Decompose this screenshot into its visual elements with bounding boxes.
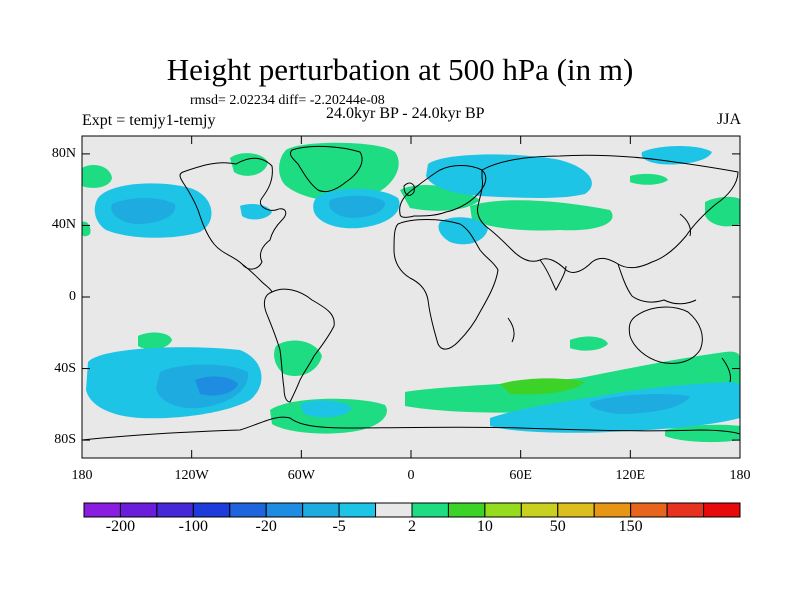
lon-tick-label: 120W	[174, 468, 209, 483]
anomaly-region	[630, 173, 668, 185]
coastline-australia	[628, 306, 703, 364]
anomaly-region	[195, 376, 238, 396]
colorbar-swatch	[302, 502, 340, 518]
colorbar-swatch	[375, 502, 413, 518]
colorbar-swatch	[265, 502, 304, 518]
colorbar-swatch	[484, 502, 522, 518]
colorbar-swatch	[229, 502, 267, 518]
colorbar	[83, 502, 741, 518]
period-label: 24.0kyr BP - 24.0kyr BP	[326, 105, 485, 122]
plot-title: Height perturbation at 500 hPa (in m)	[166, 52, 634, 87]
colorbar-swatch	[83, 502, 121, 518]
lat-tick-label: 80N	[51, 145, 76, 161]
season-label: JJA	[716, 111, 741, 128]
coastlines	[82, 145, 740, 441]
colorbar-swatch	[411, 502, 449, 518]
anomaly-region	[138, 332, 172, 350]
colorbar-label: -200	[105, 518, 136, 535]
lat-tick-label: 40S	[54, 360, 76, 376]
anomaly-region	[500, 378, 585, 395]
anomaly-region	[705, 196, 740, 227]
lat-tick-label: 80S	[54, 432, 76, 448]
lon-tick-label: 180	[71, 468, 93, 483]
lon-tick-label: 180	[729, 468, 751, 483]
anomaly-region	[111, 198, 176, 224]
colorbar-label: -20	[255, 518, 277, 535]
lon-tick-label: 60W	[287, 468, 315, 483]
colorbar-label: -100	[178, 518, 208, 535]
negative-anomaly-regions	[86, 146, 740, 433]
colorbar-swatch	[703, 502, 741, 518]
stats-label: rmsd= 2.02234 diff= -2.20244e-08	[190, 93, 385, 108]
anomaly-region	[300, 400, 352, 418]
anomaly-region	[426, 154, 592, 198]
lat-tick-label: 0	[69, 289, 76, 304]
colorbar-label: -5	[332, 518, 346, 535]
coastline-greenland	[289, 145, 363, 193]
lon-tick-label: 0	[407, 468, 415, 483]
colorbar-swatch	[119, 502, 158, 518]
positive-anomaly-regions	[82, 142, 740, 443]
colorbar-swatch	[520, 502, 559, 518]
coastline-central-america	[241, 263, 273, 293]
coastline-north-america	[179, 157, 287, 270]
colorbar-label: 150	[618, 518, 643, 535]
colorbar-swatch	[557, 502, 595, 518]
colorbar-label: 10	[476, 518, 493, 535]
anomaly-region	[665, 424, 740, 443]
coastline-antarctica	[82, 416, 740, 441]
colorbar-swatch	[156, 502, 194, 518]
anomaly-region	[570, 336, 608, 351]
anomaly-region	[470, 200, 613, 231]
anomaly-region	[438, 217, 488, 245]
lon-tick-marks	[81, 136, 741, 458]
anomaly-region	[279, 142, 399, 202]
anomaly-region	[589, 394, 690, 414]
coastline-japan	[679, 213, 691, 237]
anomaly-region	[329, 195, 386, 218]
lon-tick-label: 60E	[509, 468, 532, 483]
coastline-southeast-asia	[617, 263, 697, 305]
lon-tick-label: 120E	[615, 468, 646, 483]
coastline-asia	[477, 154, 739, 273]
colorbar-swatch	[192, 502, 231, 518]
colorbar-swatch	[593, 502, 632, 518]
lat-tick-label: 40N	[51, 217, 76, 233]
colorbar-swatch	[630, 502, 668, 518]
anomaly-region	[82, 165, 112, 188]
coastline-africa	[393, 219, 499, 350]
coastline-new-zealand	[721, 357, 731, 383]
coastline-south-america	[263, 288, 335, 403]
colorbar-label: 50	[549, 518, 566, 535]
colorbar-swatch	[338, 502, 377, 518]
lat-tick-marks	[82, 153, 740, 441]
coastline-uk	[403, 182, 415, 196]
colorbar-swatch	[447, 502, 486, 518]
colorbar-swatch	[666, 502, 705, 518]
coastline-india	[539, 259, 567, 292]
anomaly-region	[274, 340, 322, 376]
experiment-label: Expt = temjy1-temjy	[82, 112, 216, 129]
coastline-madagascar	[507, 317, 515, 343]
colorbar-label: 2	[408, 518, 416, 535]
